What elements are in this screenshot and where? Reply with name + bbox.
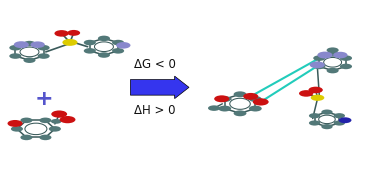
Circle shape xyxy=(84,48,96,54)
Circle shape xyxy=(54,30,69,37)
Circle shape xyxy=(321,124,333,129)
Circle shape xyxy=(23,41,36,46)
Circle shape xyxy=(249,106,262,111)
Circle shape xyxy=(14,41,29,48)
Circle shape xyxy=(11,126,23,132)
Circle shape xyxy=(313,64,325,69)
Circle shape xyxy=(39,118,51,123)
Circle shape xyxy=(39,135,51,140)
Circle shape xyxy=(249,96,262,102)
Circle shape xyxy=(234,91,246,97)
Circle shape xyxy=(37,53,50,59)
Circle shape xyxy=(333,52,347,58)
Circle shape xyxy=(23,57,36,63)
Text: ΔH > 0: ΔH > 0 xyxy=(134,104,176,117)
Circle shape xyxy=(313,55,325,61)
Circle shape xyxy=(214,95,229,102)
Circle shape xyxy=(67,30,80,36)
Circle shape xyxy=(20,135,33,140)
Circle shape xyxy=(321,110,333,115)
Circle shape xyxy=(339,117,352,123)
Circle shape xyxy=(98,52,110,58)
Circle shape xyxy=(334,113,345,118)
Circle shape xyxy=(234,110,246,116)
Text: ΔG < 0: ΔG < 0 xyxy=(134,57,176,71)
Circle shape xyxy=(8,120,23,127)
Circle shape xyxy=(299,90,313,97)
Circle shape xyxy=(253,98,269,106)
Circle shape xyxy=(9,45,22,51)
Circle shape xyxy=(116,42,130,49)
Circle shape xyxy=(112,40,124,45)
Circle shape xyxy=(37,45,50,51)
Circle shape xyxy=(318,52,333,58)
Circle shape xyxy=(340,64,352,69)
Circle shape xyxy=(327,47,339,53)
Circle shape xyxy=(51,111,67,118)
Circle shape xyxy=(112,48,124,54)
Circle shape xyxy=(327,51,339,57)
Circle shape xyxy=(31,41,45,48)
Circle shape xyxy=(20,118,33,123)
Circle shape xyxy=(60,116,76,123)
Circle shape xyxy=(98,36,110,41)
Circle shape xyxy=(243,93,258,100)
Circle shape xyxy=(308,87,323,93)
Circle shape xyxy=(311,95,324,101)
Circle shape xyxy=(208,105,220,111)
Circle shape xyxy=(327,68,339,73)
Circle shape xyxy=(334,120,345,126)
Circle shape xyxy=(9,53,22,59)
Circle shape xyxy=(218,96,231,102)
Text: +: + xyxy=(34,89,53,109)
Circle shape xyxy=(218,106,231,111)
Circle shape xyxy=(309,113,320,118)
Circle shape xyxy=(310,61,325,68)
Circle shape xyxy=(84,40,96,45)
Circle shape xyxy=(340,55,352,61)
Circle shape xyxy=(49,126,61,132)
Circle shape xyxy=(309,120,320,126)
Circle shape xyxy=(51,119,62,124)
Circle shape xyxy=(62,39,77,46)
FancyArrow shape xyxy=(130,76,189,99)
